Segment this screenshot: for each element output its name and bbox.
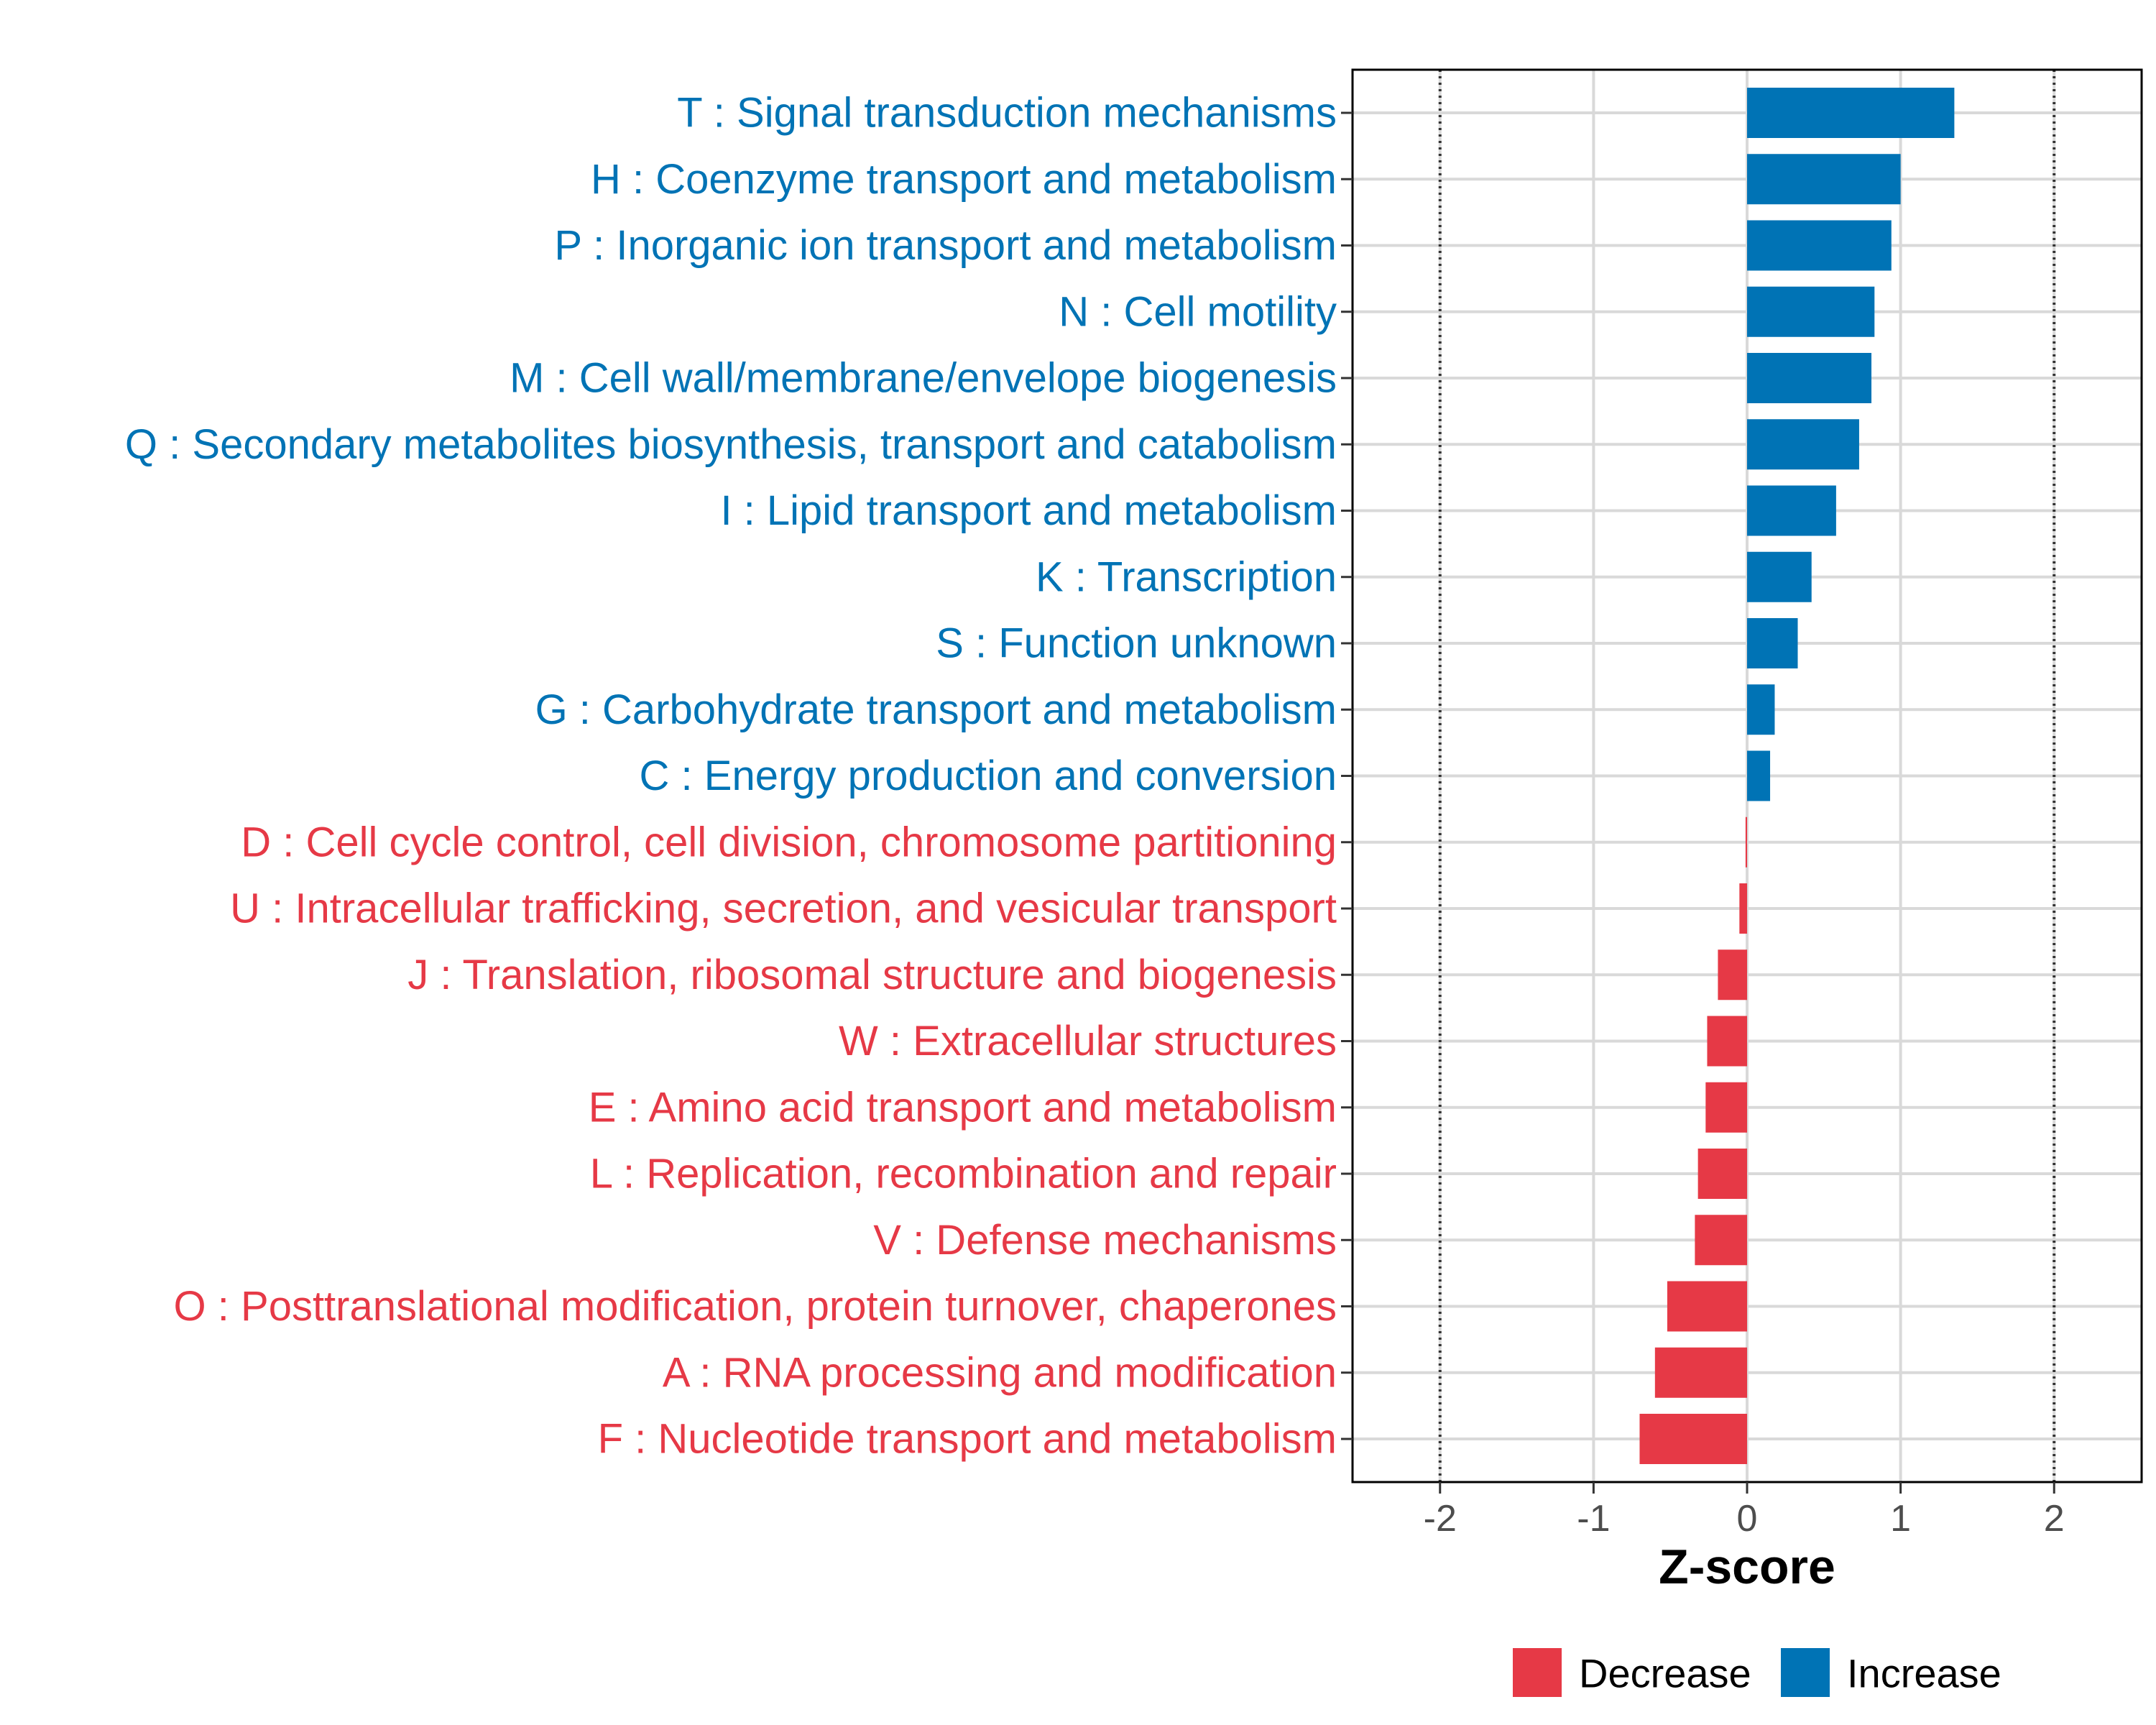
legend-swatch-decrease xyxy=(1513,1648,1562,1697)
category-label: L : Replication, recombination and repai… xyxy=(590,1151,1337,1197)
bar xyxy=(1695,1215,1747,1266)
category-label: E : Amino acid transport and metabolism xyxy=(589,1084,1337,1131)
bar xyxy=(1745,816,1747,868)
category-label: S : Function unknown xyxy=(936,620,1337,667)
category-label: T : Signal transduction mechanisms xyxy=(677,90,1337,137)
bar xyxy=(1654,1347,1747,1398)
bar xyxy=(1747,485,1836,536)
bar xyxy=(1639,1414,1747,1464)
bar xyxy=(1747,750,1771,801)
reference-lines xyxy=(1438,70,2056,1482)
bar xyxy=(1697,1149,1747,1199)
x-axis-ticks: -2 -1 0 1 2 xyxy=(1424,1482,2065,1540)
category-label: C : Energy production and conversion xyxy=(640,753,1337,799)
bar xyxy=(1747,154,1901,205)
y-axis-ticks xyxy=(1341,111,1353,1440)
x-axis-title: Z-score xyxy=(1659,1540,1835,1594)
category-label: O : Posttranslational modification, prot… xyxy=(174,1283,1337,1330)
bar xyxy=(1667,1281,1747,1332)
category-label: M : Cell wall/membrane/envelope biogenes… xyxy=(510,355,1337,402)
category-label: D : Cell cycle control, cell division, c… xyxy=(241,819,1337,865)
category-label: Q : Secondary metabolites biosynthesis, … xyxy=(125,421,1337,468)
category-label: I : Lipid transport and metabolism xyxy=(720,487,1337,534)
bar xyxy=(1747,286,1875,337)
category-label: V : Defense mechanisms xyxy=(873,1217,1337,1264)
bar xyxy=(1747,618,1798,668)
bar xyxy=(1705,1082,1747,1133)
category-label: K : Transcription xyxy=(1036,553,1337,600)
x-tick-label: -1 xyxy=(1577,1498,1610,1540)
bar xyxy=(1707,1016,1747,1067)
category-label: H : Coenzyme transport and metabolism xyxy=(591,156,1337,203)
category-label: A : RNA processing and modification xyxy=(663,1349,1337,1396)
bar xyxy=(1718,949,1747,1000)
bar xyxy=(1747,551,1812,602)
legend: Decrease Increase xyxy=(1513,1648,2001,1697)
category-label: J : Translation, ribosomal structure and… xyxy=(407,952,1337,998)
category-label: U : Intracellular trafficking, secretion… xyxy=(230,886,1337,932)
category-labels: T : Signal transduction mechanisms H : Co… xyxy=(125,90,1337,1463)
bars xyxy=(1639,88,1955,1464)
category-label: F : Nucleotide transport and metabolism xyxy=(598,1416,1337,1463)
bar xyxy=(1739,883,1747,934)
legend-label-increase: Increase xyxy=(1847,1651,2001,1696)
category-label: G : Carbohydrate transport and metabolis… xyxy=(535,686,1337,733)
bar xyxy=(1747,353,1872,403)
bar xyxy=(1747,419,1859,470)
bar xyxy=(1747,220,1892,271)
bar xyxy=(1747,684,1775,735)
x-tick-label: 2 xyxy=(2044,1498,2065,1540)
category-label: W : Extracellular structures xyxy=(839,1018,1337,1064)
bar xyxy=(1747,88,1955,138)
category-label: N : Cell motility xyxy=(1059,288,1337,335)
x-tick-label: 0 xyxy=(1737,1498,1758,1540)
legend-swatch-increase xyxy=(1781,1648,1830,1697)
x-tick-label: -2 xyxy=(1424,1498,1457,1540)
legend-label-decrease: Decrease xyxy=(1579,1651,1751,1696)
x-tick-label: 1 xyxy=(1890,1498,1911,1540)
category-label: P : Inorganic ion transport and metaboli… xyxy=(554,222,1337,269)
